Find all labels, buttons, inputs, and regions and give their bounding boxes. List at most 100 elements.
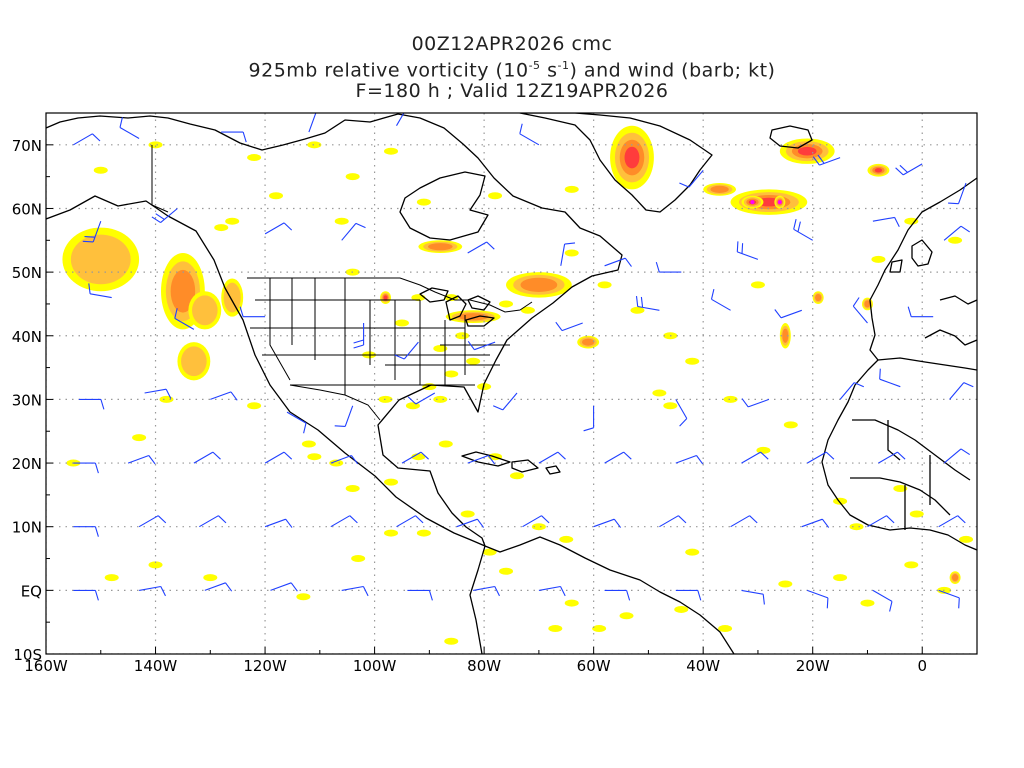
wind-barb (330, 454, 359, 465)
vorticity-speck (444, 637, 459, 645)
wind-barb (341, 222, 366, 241)
coastlines (46, 113, 977, 654)
wind-barb (73, 526, 99, 537)
political-borders (151, 145, 533, 421)
wind-barb (679, 169, 704, 188)
wind-barb (492, 392, 518, 411)
vorticity-speck (559, 535, 574, 543)
wind-barb (593, 518, 622, 528)
wind-barb (151, 208, 178, 224)
vorticity-speck (652, 389, 667, 397)
longitude-tick-label: 60W (577, 657, 611, 675)
vorticity-contour (170, 269, 196, 313)
vorticity-speck (307, 453, 322, 461)
wind-barb (341, 585, 369, 597)
wind-barb (407, 589, 433, 601)
wind-barb (334, 405, 354, 427)
wind-barb (839, 382, 865, 400)
latitude-tick-label: 50N (12, 264, 42, 282)
longitude-tick-label: 120W (243, 657, 287, 675)
wind-barb (736, 241, 759, 260)
vorticity-speck (499, 300, 514, 308)
title-exponent: -5 (528, 59, 541, 72)
vorticity-speck (833, 574, 848, 582)
vorticity-speck (301, 440, 316, 448)
vorticity-contour (181, 346, 207, 377)
wind-barb (394, 341, 419, 360)
vorticity-speck (384, 529, 399, 537)
vorticity-speck (959, 535, 974, 543)
wind-barb (675, 589, 702, 601)
vorticity-speck (384, 478, 399, 486)
vorticity-contour (223, 282, 241, 313)
wind-barb (119, 117, 140, 139)
wind-barb (522, 515, 550, 528)
latitude-tick-label: 30N (12, 391, 42, 409)
vorticity-speck (214, 224, 229, 232)
wind-barb (519, 123, 540, 146)
vorticity-speck (378, 395, 393, 403)
wind-barb (467, 241, 495, 254)
vorticity-speck (564, 185, 579, 193)
vorticity-speck (849, 523, 864, 531)
vorticity-speck (548, 625, 563, 633)
latitude-tick-label: 10S (13, 646, 42, 664)
vorticity-speck (247, 154, 262, 162)
vorticity-speck (488, 192, 503, 200)
wind-barb (88, 283, 112, 299)
vorticity-contour (70, 234, 131, 285)
vorticity-speck (148, 561, 163, 569)
vorticity-contour (624, 146, 640, 169)
wind-barb (456, 518, 485, 528)
vorticity-speck (778, 580, 793, 588)
vorticity-speck (597, 281, 612, 289)
vorticity-speck (948, 236, 963, 244)
wind-barb (655, 261, 682, 273)
vorticity-speck (718, 625, 733, 633)
latitude-tick-label: 10N (12, 519, 42, 537)
wind-barb (407, 392, 436, 405)
vorticity-speck (904, 217, 919, 225)
vorticity-speck (871, 255, 886, 263)
vorticity-speck (460, 510, 475, 518)
wind-barb (583, 405, 595, 432)
vorticity-speck (663, 402, 678, 410)
wind-barb (659, 515, 687, 528)
wind-barb (878, 451, 906, 464)
vorticity-contour (582, 338, 595, 346)
wind-barb (264, 222, 293, 235)
wind-barb (174, 308, 195, 330)
map-frame (45, 112, 978, 655)
wind-barb (73, 133, 101, 146)
title-line-variable: 925mb relative vorticity (10-5 s-1) and … (0, 55, 1024, 81)
vorticity-contour (782, 328, 789, 343)
wind-barb (138, 515, 167, 528)
vorticity-contour (815, 294, 822, 302)
vorticity-speck (345, 173, 360, 181)
longitude-tick-label: 100W (353, 657, 397, 675)
vorticity-speck (247, 402, 262, 410)
wind-barb (938, 515, 966, 528)
wind-barbs (73, 113, 974, 612)
wind-barb (264, 518, 293, 528)
axis-ticks (45, 112, 978, 655)
wind-barb (801, 518, 830, 528)
longitude-tick-label: 160W (24, 657, 68, 675)
wind-barb (774, 309, 802, 319)
wind-barb (710, 288, 731, 311)
wind-barb (199, 515, 227, 528)
longitude-tick-label: 20W (796, 657, 830, 675)
title-text-part: s (540, 59, 558, 82)
vorticity-speck (630, 306, 645, 314)
vorticity-speck (329, 459, 344, 467)
figure-title: 00Z12APR2026 cmc 925mb relative vorticit… (0, 34, 1024, 102)
wind-barb (949, 382, 974, 400)
vorticity-contour (383, 295, 388, 300)
title-text-part: 925mb relative vorticity (10 (248, 59, 529, 82)
wind-barb (353, 323, 365, 349)
longitude-labels: 160W 140W 120W 100W 80W 60W 40W 20W 0 (24, 657, 927, 675)
wind-barb (943, 448, 971, 464)
wind-barb (604, 451, 632, 464)
wind-barb (286, 411, 307, 434)
vorticity-speck (723, 395, 738, 403)
